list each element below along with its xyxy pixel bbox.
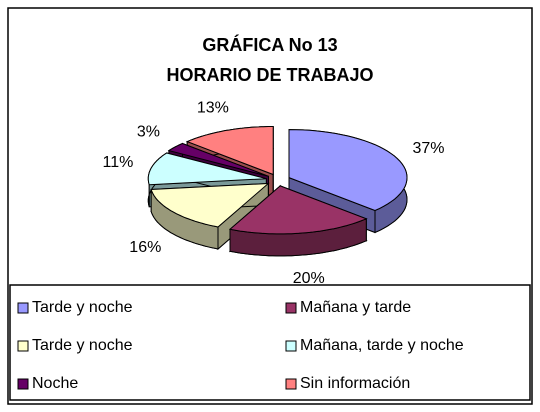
- slice: [147, 152, 267, 186]
- data-label: 13%: [197, 100, 229, 117]
- slice: [228, 185, 368, 235]
- legend-label: Mañana, tarde y noche: [300, 337, 464, 354]
- legend-box: [9, 284, 531, 401]
- legend-label: Mañana y tarde: [300, 299, 411, 316]
- legend-label: Tarde y noche: [32, 337, 133, 354]
- chart-title: GRÁFICA No 13: [202, 34, 337, 55]
- slice: [185, 126, 274, 176]
- legend-swatch: [285, 302, 297, 314]
- legend-label: Tarde y noche: [32, 299, 133, 316]
- slice: [150, 182, 270, 228]
- data-label: 20%: [293, 270, 325, 287]
- legend-swatch: [17, 302, 29, 314]
- legend-label: Sin información: [300, 375, 410, 392]
- slice: [288, 129, 408, 212]
- data-label: 3%: [137, 123, 160, 140]
- legend-swatch: [17, 340, 29, 352]
- chart-subtitle: HORARIO DE TRABAJO: [166, 65, 373, 85]
- data-label: 16%: [129, 239, 161, 256]
- legend-swatch: [17, 378, 29, 390]
- data-label: 37%: [412, 140, 444, 157]
- legend-label: Noche: [32, 375, 78, 392]
- slice: [167, 142, 269, 177]
- data-label: 11%: [103, 154, 134, 171]
- legend-swatch: [285, 378, 297, 390]
- legend-swatch: [285, 340, 297, 352]
